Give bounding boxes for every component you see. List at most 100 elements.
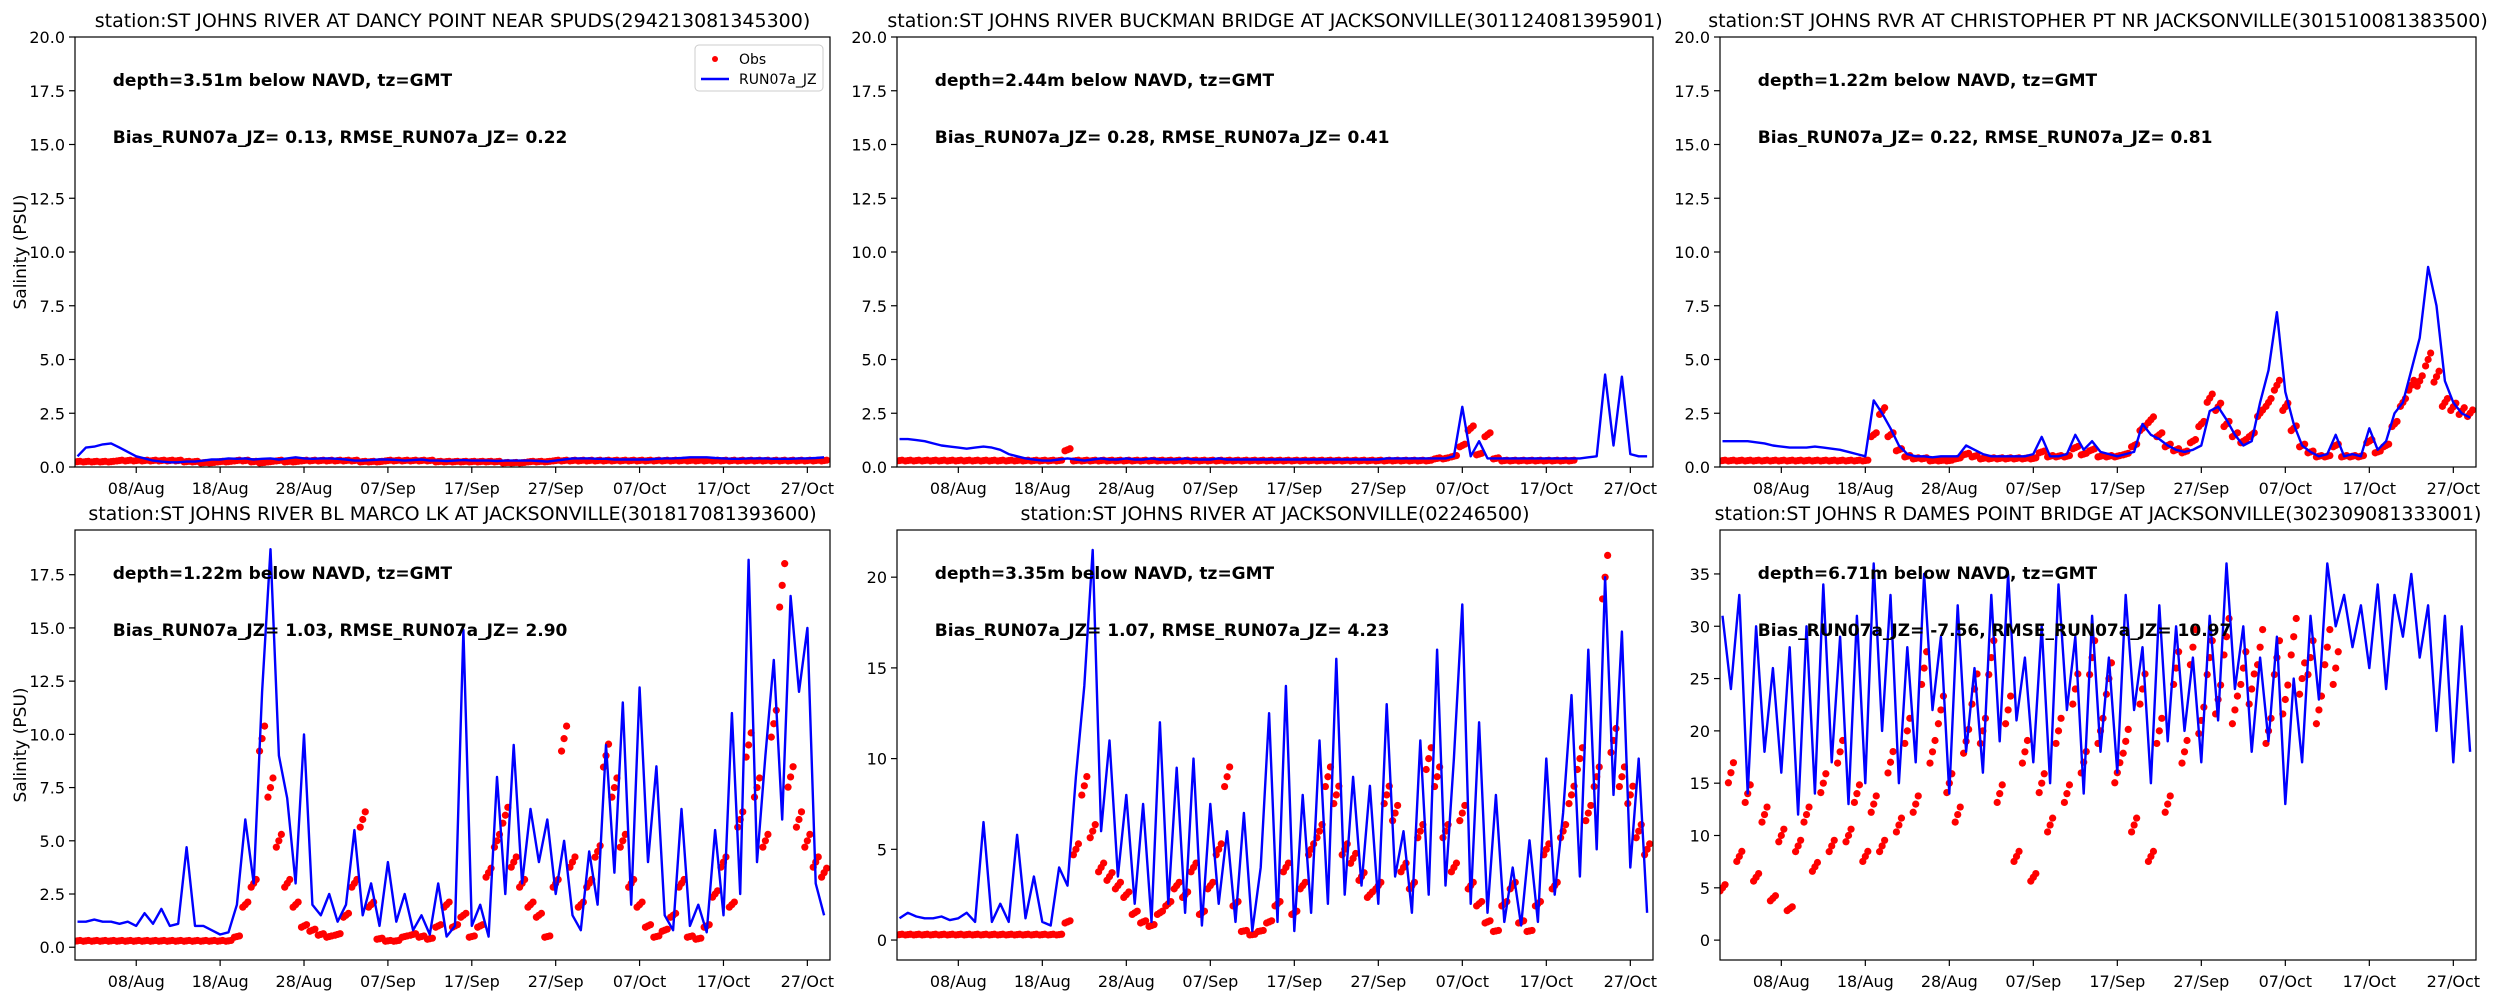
obs-point [2023, 736, 2032, 745]
obs-point [1416, 827, 1424, 835]
obs-point [470, 932, 478, 940]
obs-point [1881, 836, 1889, 844]
obs-point [1729, 759, 1738, 767]
obs-point [1794, 842, 1802, 850]
x-tick-label: 17/Sep [2089, 972, 2145, 991]
obs-point [1452, 859, 1461, 867]
y-tick-label: 20.0 [29, 28, 65, 47]
obs-point [1771, 892, 1780, 900]
obs-point [1830, 836, 1838, 844]
obs-point [2052, 739, 2060, 748]
obs-point [2128, 828, 2136, 836]
obs-point [2418, 372, 2426, 380]
obs-point [2233, 692, 2242, 700]
obs-point [1993, 798, 2001, 807]
y-axis-label: Salinity (PSU) [11, 687, 31, 802]
obs-point [1895, 821, 1903, 829]
obs-point [1461, 440, 1469, 448]
obs-point [2065, 781, 2074, 789]
obs-point [2046, 821, 2054, 829]
panel-3: station:ST JOHNS RVR AT CHRISTOPHER PT N… [1674, 10, 2487, 498]
y-tick-label: 12.5 [1674, 189, 1710, 208]
x-tick-label: 08/Aug [1753, 479, 1810, 498]
obs-point [302, 921, 311, 929]
obs-point [1629, 782, 1637, 790]
obs-point [1324, 773, 1332, 781]
obs-point [2136, 700, 2144, 708]
obs-point [2178, 759, 2186, 767]
obs-point [1433, 773, 1441, 781]
obs-point [2256, 643, 2264, 651]
obs-point [814, 853, 822, 861]
obs-point [2119, 749, 2127, 757]
obs-point [1108, 869, 1116, 877]
y-tick-label: 15 [1690, 774, 1710, 793]
x-tick-label: 07/Sep [2005, 479, 2061, 498]
obs-point [546, 932, 554, 940]
obs-point [1486, 917, 1494, 925]
x-tick-label: 28/Aug [276, 479, 333, 498]
obs-point [2292, 614, 2300, 623]
x-tick-label: 27/Oct [781, 479, 834, 498]
x-tick-label: 17/Sep [2089, 479, 2145, 498]
obs-point [1996, 790, 2004, 798]
x-tick-label: 18/Aug [1014, 479, 1071, 498]
obs-point [1221, 782, 1229, 791]
obs-point [2161, 808, 2169, 816]
obs-point [1741, 798, 1749, 807]
obs-point [2044, 828, 2052, 836]
x-tick-label: 07/Oct [2259, 479, 2312, 498]
y-tick-label: 7.5 [40, 297, 65, 316]
depth-annotation: depth=2.44m below NAVD, tz=GMT [935, 71, 1275, 91]
obs-point [1844, 831, 1853, 840]
obs-point [2424, 355, 2432, 364]
y-tick-label: 5.0 [40, 832, 65, 851]
obs-point [1881, 404, 1889, 412]
stats-annotation: Bias_RUN07a_JZ= 1.07, RMSE_RUN07a_JZ= 4.… [935, 621, 1390, 641]
obs-point [1116, 878, 1125, 886]
obs-point [2111, 779, 2119, 787]
y-tick-label: 5.0 [862, 351, 887, 370]
obs-point [2275, 376, 2284, 384]
x-tick-label: 17/Oct [1520, 479, 1573, 498]
obs-point [784, 783, 792, 791]
y-tick-label: 2.5 [1685, 404, 1710, 423]
obs-point [2296, 690, 2304, 698]
obs-point [356, 823, 364, 831]
obs-point [2063, 790, 2071, 798]
obs-point [1855, 781, 1864, 789]
obs-point [2281, 695, 2289, 704]
obs-point [1284, 859, 1293, 867]
x-tick-label: 27/Sep [528, 479, 584, 498]
panel-title: station:ST JOHNS RIVER BUCKMAN BRIDGE AT… [887, 10, 1662, 32]
obs-point [445, 898, 453, 906]
x-tick-label: 27/Sep [528, 972, 584, 991]
obs-point [764, 830, 772, 839]
obs-point [1760, 810, 1769, 819]
model-line [76, 442, 825, 464]
obs-series [897, 422, 1578, 465]
obs-point [1727, 769, 1735, 777]
obs-point [1897, 814, 1906, 822]
obs-point [1080, 782, 1088, 790]
x-tick-label: 17/Sep [1266, 479, 1322, 498]
obs-point [2430, 378, 2438, 386]
obs-point [1069, 851, 1077, 859]
y-tick-label: 10.0 [851, 243, 887, 262]
obs-point [1074, 840, 1083, 848]
depth-annotation: depth=1.22m below NAVD, tz=GMT [1758, 71, 2098, 91]
obs-point [336, 930, 344, 938]
obs-point [1058, 930, 1066, 938]
obs-point [767, 733, 775, 741]
y-tick-label: 2.5 [862, 404, 887, 423]
y-tick-label: 10.0 [29, 725, 65, 744]
obs-point [437, 921, 445, 929]
obs-point [1072, 845, 1080, 853]
obs-point [2231, 706, 2239, 714]
obs-point [1822, 770, 1830, 778]
model-line [899, 373, 1648, 462]
obs-point [260, 722, 269, 730]
x-tick-label: 27/Sep [2173, 479, 2229, 498]
obs-point [1125, 888, 1133, 896]
panel-1: station:ST JOHNS RIVER AT DANCY POINT NE… [11, 10, 834, 498]
